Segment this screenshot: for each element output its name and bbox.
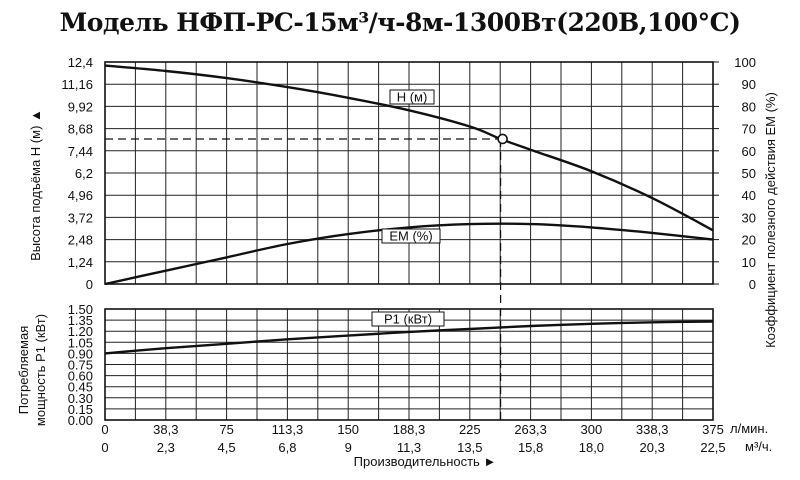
head-tick-label: 12,4 [68, 55, 93, 70]
eff-tick-label: 60 [742, 144, 756, 159]
x-tick-label-primary: 375 [702, 422, 724, 437]
head-tick-label: 8,68 [68, 122, 93, 137]
power-tick-label: 0.45 [68, 380, 93, 395]
head-tick-label: 4,96 [68, 188, 93, 203]
power-tick-label: 0.75 [68, 358, 93, 373]
tick-labels: 0 1,24 2,48 3,72 4,96 6,2 7,44 8,68 9,92 11,16 12,… [61, 55, 756, 455]
eff-tick-label: 100 [734, 55, 756, 70]
eff-tick-label: 80 [742, 99, 756, 114]
x-tick-label-secondary: 6,8 [278, 440, 296, 455]
series-label-box-eff [381, 228, 441, 244]
series-label-box-power [371, 311, 445, 327]
x-tick-label-secondary: 0 [101, 440, 108, 455]
eff-tick-label: 30 [742, 210, 756, 225]
axis-labels: Производительность ► л/мин. м³/ч. Высота… [16, 92, 778, 469]
x-tick-label-secondary: 18,0 [579, 440, 604, 455]
power-axis-label-line2: мощность Р1 (кВт) [33, 314, 48, 426]
x-units-primary: л/мин. [730, 421, 768, 436]
power-panel-frame [104, 308, 714, 421]
series-line-head [104, 64, 714, 232]
curves: Н (м) ЕМ (%) Р1 (кВт) [104, 64, 714, 420]
x-tick-label-secondary: 11,3 [397, 440, 421, 455]
power-tick-label: 0.60 [68, 369, 93, 384]
power-tick-label: 1.35 [68, 313, 93, 328]
head-axis-label: Высота подъёма Н (м) ▲ [28, 109, 43, 261]
eff-tick-label: 90 [742, 77, 756, 92]
series-line-eff [104, 222, 714, 286]
eff-tick-label: 0 [749, 277, 756, 292]
power-axis-label-line1: Потребляемая [16, 326, 31, 414]
x-tick-label-primary: 338,3 [636, 422, 669, 437]
head-tick-label: 6,2 [75, 166, 93, 181]
x-tick-label-secondary: 2,3 [157, 440, 175, 455]
chart-title: Модель НФП-РС-15м³/ч-8м-1300Вт(220В,100°… [59, 8, 741, 37]
x-tick-label-primary: 0 [101, 422, 108, 437]
eff-tick-label: 50 [742, 166, 756, 181]
x-tick-label-secondary: 9 [345, 440, 352, 455]
x-axis-label: Производительность ► [354, 454, 497, 469]
x-tick-label-primary: 113,3 [272, 422, 304, 437]
x-tick-label-primary: 75 [219, 422, 233, 437]
x-tick-label-primary: 263,3 [514, 422, 547, 437]
series-label-power: Р1 (кВт) [384, 312, 432, 327]
x-tick-label-primary: 300 [581, 422, 603, 437]
x-tick-label-primary: 150 [337, 422, 359, 437]
power-tick-label: 0.30 [68, 391, 93, 406]
head-tick-label: 0 [86, 277, 93, 292]
head-tick-label: 7,44 [68, 144, 93, 159]
series-label-head: Н (м) [397, 90, 428, 105]
eff-tick-label: 10 [742, 255, 756, 270]
power-tick-label: 0.00 [68, 413, 93, 428]
x-tick-label-secondary: 15,8 [518, 440, 543, 455]
power-tick-label: 1.20 [68, 324, 93, 339]
x-tick-label-primary: 225 [459, 422, 481, 437]
power-tick-label: 1.05 [68, 335, 93, 350]
power-tick-label: 0.90 [68, 346, 93, 361]
head-tick-label: 9,92 [68, 99, 93, 114]
x-tick-label-secondary: 13,5 [457, 440, 482, 455]
x-units-secondary: м³/ч. [745, 439, 772, 454]
head-tick-label: 11,16 [61, 77, 93, 92]
eff-axis-label: Коэффициент полезного действия ЕМ (%) [763, 92, 778, 348]
series-line-power [104, 320, 714, 355]
series-label-box-head [389, 89, 435, 105]
x-tick-label-secondary: 4,5 [218, 440, 236, 455]
head-tick-label: 2,48 [68, 233, 93, 248]
eff-tick-label: 20 [742, 233, 756, 248]
eff-tick-label: 70 [742, 122, 756, 137]
power-tick-label: 0.15 [68, 402, 93, 417]
grid [105, 62, 713, 420]
head-tick-label: 1,24 [68, 255, 93, 270]
series-label-eff: ЕМ (%) [389, 229, 432, 244]
x-tick-label-secondary: 20,3 [640, 440, 665, 455]
x-tick-label-primary: 38,3 [153, 422, 178, 437]
power-tick-label: 1.50 [68, 302, 93, 317]
x-tick-label-primary: 188,3 [393, 422, 426, 437]
operating-point-marker [497, 133, 508, 145]
eff-tick-label: 40 [742, 188, 756, 203]
x-tick-label-secondary: 22,5 [700, 440, 725, 455]
head-tick-label: 3,72 [68, 210, 93, 225]
